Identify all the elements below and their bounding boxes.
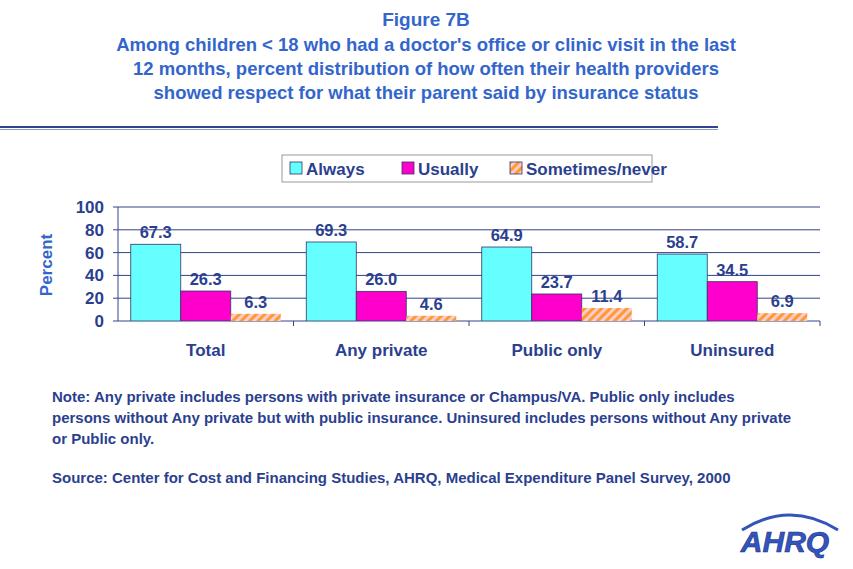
tick [113,252,118,253]
grid-line [118,252,820,253]
tick [113,275,118,276]
tick [113,321,118,322]
tick [113,207,118,208]
data-label: 34.5 [716,261,748,279]
tick [113,229,118,230]
category-tick [644,321,645,326]
category-tick [293,321,294,326]
data-label: 69.3 [315,221,347,239]
data-label: 23.7 [541,273,573,291]
bar [482,247,532,321]
data-label: 26.3 [190,270,222,288]
note: Note: Any private includes persons with … [52,386,797,449]
subtitle: showed respect for what their parent sai… [154,82,699,103]
data-label: 4.6 [420,295,443,313]
tick-label: 40 [85,266,104,285]
bar [131,244,181,321]
data-label: 64.9 [491,226,523,244]
tick-label: 60 [85,244,104,263]
logo: AHRQ [740,525,829,558]
category-label: Total [186,341,225,360]
source: Source: Center for Cost and Financing St… [52,467,797,488]
data-label: 11.4 [591,287,623,305]
bar [757,313,807,321]
rule [0,129,718,130]
y-axis [118,207,119,321]
title: Figure 7B [382,9,470,30]
bar [181,291,231,321]
data-label: 26.0 [365,270,397,288]
bar [306,242,356,321]
grid-line [118,207,820,208]
grid-line [118,229,820,230]
category-tick [820,321,821,326]
bar [707,282,757,321]
grid-line [118,275,820,276]
bar [406,316,456,321]
category-label: Uninsured [690,341,774,360]
tick-label: 20 [85,289,104,308]
logo-arc [742,515,838,530]
labels: 67.3 26.3 6.3 69.3 26.0 4.6 64.9 23.7 11.4 58.7 34… [140,221,794,313]
legend-swatch [290,162,302,174]
category-label: Public only [511,341,602,360]
data-label: 6.3 [244,293,267,311]
bars [131,242,808,321]
subtitle: 12 months, percent distribution of how o… [133,58,719,79]
category-label: Any private [335,341,428,360]
data-label: 67.3 [140,223,172,241]
bar [532,294,582,321]
tick-label: 100 [76,198,104,217]
legend-label: Always [306,160,365,179]
bar [582,308,632,321]
bar [356,291,406,321]
data-label: 58.7 [666,233,698,251]
legend-label: Sometimes/never [526,160,667,179]
legend-swatch [402,162,414,174]
tick [113,298,118,299]
bar [231,314,281,321]
axis-label: Percent [37,233,56,296]
legend-swatch [510,162,522,174]
legend-label: Usually [418,160,479,179]
category-tick [469,321,470,326]
tick-label: 80 [85,221,104,240]
bar [657,254,707,321]
tick-label: 0 [95,312,104,331]
data-label: 6.9 [771,292,794,310]
subtitle: Among children < 18 who had a doctor's o… [116,34,736,55]
rule [0,126,718,128]
